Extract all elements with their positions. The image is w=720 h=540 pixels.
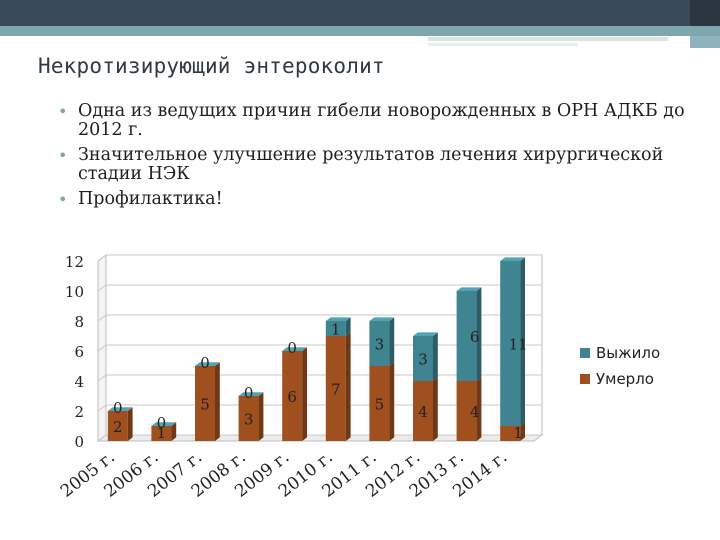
bullet-item: Значительное улучшение результатов лечен… [58,146,698,184]
bar-died [325,336,346,441]
data-label-died: 2 [113,418,123,436]
data-label-survived: 6 [470,328,480,346]
bar-top [413,332,438,336]
bar-survived [369,321,390,366]
data-label-died: 4 [418,403,428,421]
data-label-died: 5 [200,396,210,414]
bar-top [195,362,220,366]
data-label-died: 1 [157,424,167,442]
y-tick-label: 12 [65,253,84,271]
slide-title: Некротизирующий энтероколит [38,54,385,78]
bar-side [476,377,482,441]
bar-top [456,287,482,291]
data-label-survived: 11 [509,336,528,354]
bar-top [500,257,525,261]
y-tick-label: 4 [74,373,84,391]
bar-died [369,366,390,441]
header-line [428,37,668,41]
bar-side [171,422,177,441]
bar-side [520,422,525,441]
data-label-survived: 0 [157,414,167,432]
data-label-died: 6 [287,388,297,406]
bullet-item: Одна из ведущих причин гибели новорожден… [58,102,698,140]
data-label-died: 3 [244,411,254,429]
y-tick-label: 8 [74,313,84,331]
bar-died [195,366,215,441]
data-label-survived: 3 [418,351,428,369]
header-stripe [0,26,720,36]
gridline [97,404,542,412]
bar-side [345,332,351,441]
data-label-died: 1 [513,424,523,442]
bar-side [389,317,395,366]
bar-side [389,362,395,441]
bar-died [282,351,303,441]
bar-top [282,347,307,351]
bar-side [476,287,482,381]
bar-top [325,317,351,321]
bar-died [413,381,433,441]
y-tick-label: 0 [74,433,84,451]
y-tick-label: 10 [65,283,84,301]
bar-survived [413,336,433,381]
bar-died [456,381,477,441]
gridline [97,434,542,442]
header-bar-accent [690,0,720,26]
bar-side [433,332,438,381]
bar-side [345,317,351,336]
legend-label: Выжило [596,344,660,362]
data-label-died: 5 [375,396,385,414]
data-label-survived: 0 [287,339,297,357]
bar-top [369,317,395,321]
legend-label: Умерло [596,370,654,388]
gridline [97,284,542,292]
bar-survived [500,261,521,426]
data-label-died: 4 [470,403,480,421]
gridline [97,314,542,322]
data-label-survived: 0 [113,399,123,417]
data-label-survived: 1 [331,321,341,339]
bullet-item: Профилактика! [58,190,698,210]
bar-died [151,426,172,441]
bar-side [520,257,525,426]
bar-top [238,392,264,396]
bar-survived [456,291,477,381]
gridline [97,254,542,262]
data-label-survived: 3 [375,336,385,354]
legend-swatch [580,348,590,358]
gridline [97,374,542,382]
bar-died [238,396,259,441]
bar-side [433,377,438,441]
bar-side [215,362,220,441]
header-side-block [690,36,720,48]
bar-survived [325,321,346,336]
legend-swatch [580,374,590,384]
y-tick-label: 2 [74,403,84,421]
bar-top [151,422,177,426]
chart-container: 0 2 4 6 8 10 12 2 0 2005 г. 1 0 2006 г. 5 0 2007 г. 3 0 20… [50,248,710,538]
bar-top [107,407,133,411]
header-line [428,43,578,46]
bar-side [258,392,264,441]
header-bar [0,0,720,26]
data-label-survived: 0 [200,354,210,372]
bar-died [107,411,128,441]
bullet-list: Одна из ведущих причин гибели новорожден… [58,102,698,215]
bar-died [500,426,521,441]
data-label-died: 7 [331,381,341,399]
y-tick-label: 6 [74,343,84,361]
gridline [97,344,542,352]
data-label-survived: 0 [244,384,254,402]
bar-side [127,407,133,441]
bar-side [302,347,307,441]
